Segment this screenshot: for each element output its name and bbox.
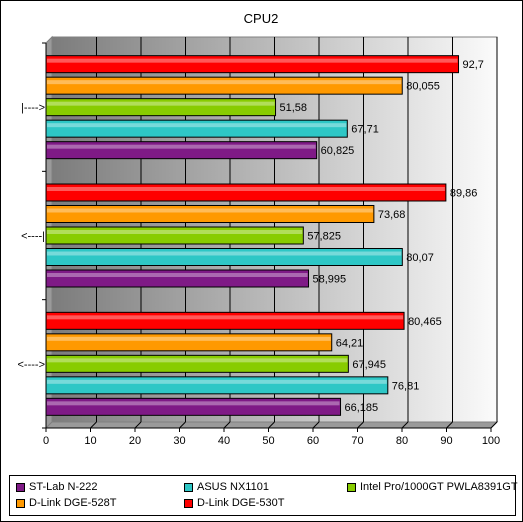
legend-label: D-Link DGE-528T	[29, 497, 117, 509]
x-tick-label: 40	[218, 435, 230, 447]
bar-highlight	[47, 315, 404, 320]
legend-swatch	[16, 482, 25, 492]
data-label: 66,185	[345, 402, 379, 414]
legend-item: Intel Pro/1000GT PWLA8391GT	[347, 481, 518, 493]
data-label: 73,68	[378, 209, 406, 221]
gridline-floor	[357, 421, 364, 429]
data-label: 76,81	[392, 380, 420, 392]
data-label: 89,86	[450, 188, 478, 200]
legend-label: D-Link DGE-530T	[197, 497, 285, 509]
bar-highlight	[47, 230, 303, 234]
gridline-floor	[446, 421, 453, 429]
x-tick-label: 30	[173, 435, 185, 447]
bar-highlight	[47, 58, 458, 63]
legend-label: Intel Pro/1000GT PWLA8391GT	[360, 481, 518, 493]
x-tick-label: 20	[129, 435, 141, 447]
data-label: 67,71	[351, 124, 379, 136]
bar-highlight	[47, 80, 402, 85]
legend-item: D-Link DGE-530T	[184, 497, 284, 509]
category-label: <----|	[21, 231, 45, 243]
data-label: 60,825	[321, 145, 355, 157]
data-label: 58,995	[313, 274, 347, 286]
bar	[45, 333, 333, 352]
bar	[45, 226, 304, 245]
data-label: 51,58	[280, 102, 308, 114]
bar-highlight	[47, 336, 331, 341]
chart-canvas: CPU2 0 10 20 30 40 50 60 70 80 90 100 |----> 92,7 80,0…	[18, 11, 501, 447]
legend-label: ST-Lab N-222	[29, 481, 98, 493]
bar-highlight	[47, 123, 347, 128]
legend: ST-Lab N-222 ASUS NX1101 Intel Pro/1000GT …	[9, 475, 518, 516]
data-label: 64,21	[336, 337, 364, 349]
bar	[45, 183, 447, 202]
x-tick-label: 90	[440, 435, 452, 447]
bar-highlight	[47, 273, 308, 277]
legend-swatch	[184, 498, 193, 508]
x-tick-label: 10	[84, 435, 96, 447]
bar	[45, 98, 277, 117]
gridline-floor	[268, 421, 275, 429]
gridline-floor	[134, 421, 142, 429]
bar-highlight	[47, 358, 348, 363]
bar	[45, 354, 349, 373]
bar	[45, 76, 403, 95]
bar-highlight	[47, 379, 387, 384]
bar-highlight	[47, 401, 340, 406]
bar	[45, 119, 348, 138]
bar	[45, 141, 318, 160]
legend-swatch	[16, 498, 25, 508]
bar	[45, 269, 310, 288]
data-label: 67,945	[352, 359, 386, 371]
data-label: 80,465	[408, 316, 442, 328]
data-label: 92,7	[463, 59, 484, 71]
bar	[45, 376, 389, 395]
bar-highlight	[47, 144, 316, 149]
legend-label: ASUS NX1101	[197, 481, 269, 493]
gridline-floor	[490, 421, 498, 429]
data-label: 80,055	[406, 81, 440, 93]
legend-item: ASUS NX1101	[184, 481, 269, 493]
bar	[45, 205, 375, 223]
gridline-floor	[312, 421, 320, 429]
bar	[45, 248, 403, 266]
bar-highlight	[47, 101, 275, 106]
category-label: <---->	[18, 359, 46, 371]
category-label: |---->	[21, 102, 45, 114]
x-tick-label: 0	[43, 435, 49, 447]
bar	[45, 311, 405, 330]
legend-swatch	[347, 482, 356, 492]
x-tick-label: 60	[307, 435, 319, 447]
x-tick-label: 80	[396, 435, 408, 447]
legend-item: ST-Lab N-222	[16, 481, 97, 493]
gridline-floor	[223, 421, 231, 429]
bar-highlight	[47, 251, 402, 256]
x-tick-label: 70	[351, 435, 363, 447]
data-label: 80,07	[406, 252, 434, 264]
bar	[45, 55, 460, 74]
data-label: 57,825	[307, 231, 341, 243]
legend-item: D-Link DGE-528T	[16, 497, 116, 509]
chart-title: CPU2	[244, 11, 279, 26]
bar-highlight	[47, 208, 373, 213]
gridline-floor	[90, 421, 97, 429]
legend-swatch	[184, 482, 193, 492]
x-tick-label: 50	[262, 435, 274, 447]
gridline-floor	[179, 421, 186, 429]
gridline-floor	[401, 421, 409, 429]
bar-highlight	[47, 187, 445, 191]
bar	[45, 397, 342, 416]
x-tick-label: 100	[482, 435, 500, 447]
